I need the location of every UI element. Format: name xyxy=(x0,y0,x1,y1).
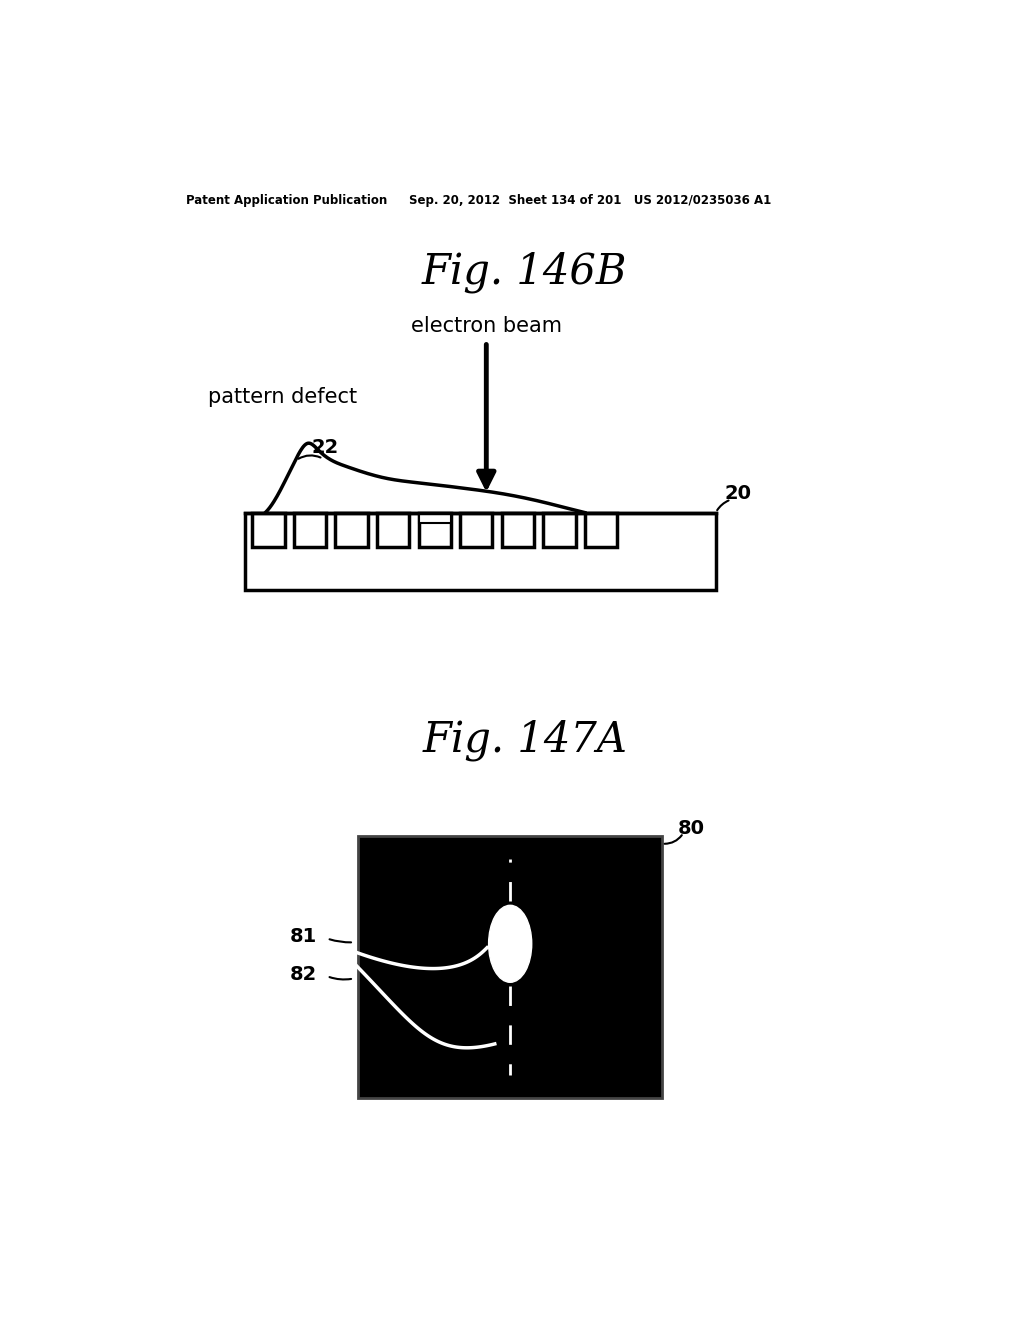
Bar xyxy=(252,512,285,548)
Bar xyxy=(357,836,662,1098)
Text: Patent Application Publication: Patent Application Publication xyxy=(186,194,387,207)
Bar xyxy=(419,512,451,548)
Bar xyxy=(585,512,617,548)
Text: electron beam: electron beam xyxy=(411,317,562,337)
Bar xyxy=(294,512,326,548)
Text: 80: 80 xyxy=(677,818,705,838)
Text: Fig. 147A: Fig. 147A xyxy=(422,719,628,760)
Text: Sep. 20, 2012  Sheet 134 of 201   US 2012/0235036 A1: Sep. 20, 2012 Sheet 134 of 201 US 2012/0… xyxy=(410,194,771,207)
Bar xyxy=(544,512,575,548)
Bar xyxy=(460,512,493,548)
Bar xyxy=(419,512,451,523)
Text: 82: 82 xyxy=(290,965,317,985)
Text: pattern defect: pattern defect xyxy=(208,387,356,407)
Bar xyxy=(377,512,410,548)
Bar xyxy=(245,512,716,590)
Text: 81: 81 xyxy=(290,927,317,945)
Text: 22: 22 xyxy=(311,438,339,458)
Text: 20: 20 xyxy=(725,484,752,503)
Bar xyxy=(336,512,368,548)
Ellipse shape xyxy=(488,906,531,982)
Bar xyxy=(502,512,535,548)
Text: Fig. 146B: Fig. 146B xyxy=(422,251,628,293)
